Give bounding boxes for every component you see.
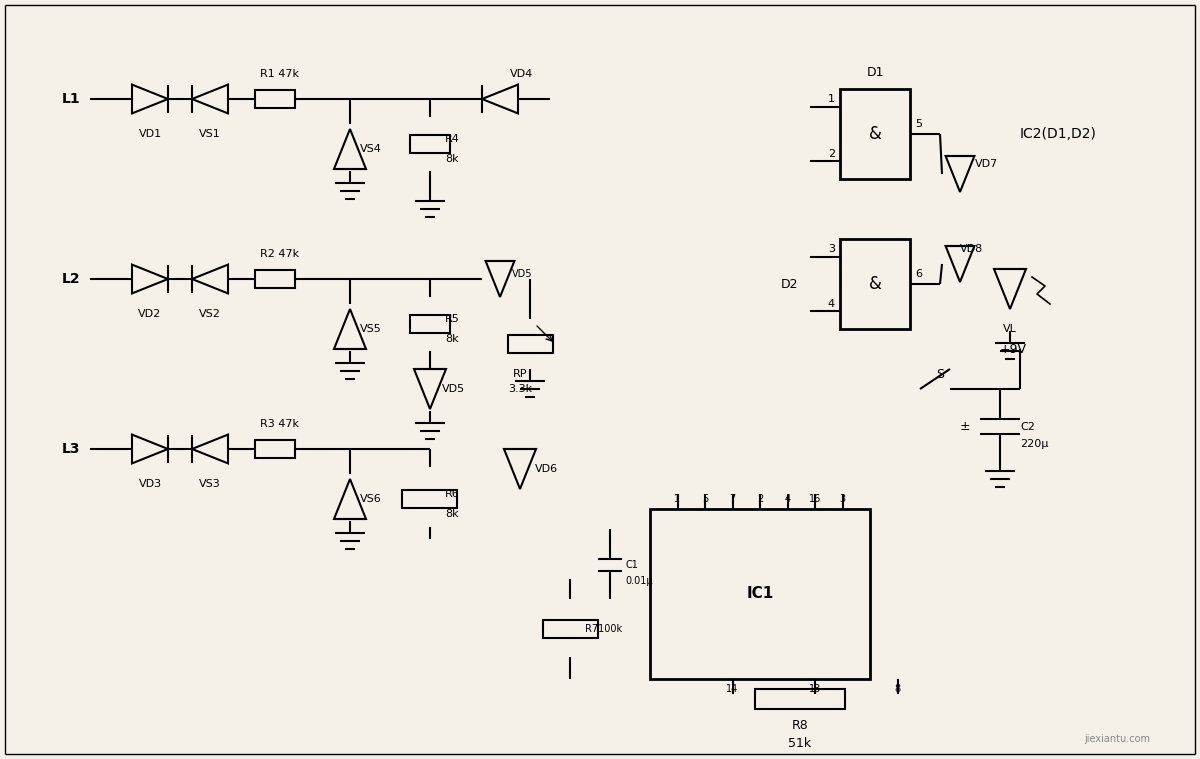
Bar bbox=[254, 270, 295, 288]
Text: 8: 8 bbox=[894, 684, 900, 694]
Text: VD8: VD8 bbox=[960, 244, 983, 254]
Text: R3 47k: R3 47k bbox=[260, 419, 300, 429]
Text: VD5: VD5 bbox=[442, 384, 466, 394]
Text: ±: ± bbox=[960, 420, 971, 433]
Text: VD2: VD2 bbox=[138, 309, 162, 319]
Text: 5: 5 bbox=[702, 494, 708, 504]
Text: 1: 1 bbox=[674, 494, 680, 504]
Text: 7: 7 bbox=[730, 494, 736, 504]
Text: VS4: VS4 bbox=[360, 144, 382, 154]
Text: R7100k: R7100k bbox=[586, 624, 622, 634]
Text: VS1: VS1 bbox=[199, 129, 221, 139]
Text: VD5: VD5 bbox=[512, 269, 533, 279]
Text: S: S bbox=[936, 367, 944, 380]
Text: VS5: VS5 bbox=[360, 324, 382, 334]
Text: 14: 14 bbox=[726, 684, 739, 694]
Text: VD6: VD6 bbox=[535, 464, 558, 474]
Text: R1 47k: R1 47k bbox=[260, 69, 300, 79]
Text: VS3: VS3 bbox=[199, 479, 221, 489]
Text: 8k: 8k bbox=[445, 154, 458, 164]
Text: RP: RP bbox=[512, 369, 527, 379]
Text: L3: L3 bbox=[61, 442, 80, 456]
Bar bbox=[410, 315, 450, 333]
Text: 2: 2 bbox=[757, 494, 763, 504]
Text: IC2(D1,D2): IC2(D1,D2) bbox=[1020, 127, 1097, 141]
Text: 0.01μ: 0.01μ bbox=[625, 576, 653, 586]
Text: R5: R5 bbox=[445, 314, 460, 324]
Text: 8k: 8k bbox=[445, 509, 458, 519]
Bar bbox=[650, 509, 870, 679]
Text: 8k: 8k bbox=[445, 334, 458, 344]
Text: 4: 4 bbox=[828, 299, 835, 309]
Text: +9V: +9V bbox=[1000, 342, 1027, 355]
Text: 2: 2 bbox=[828, 149, 835, 159]
Text: D1: D1 bbox=[866, 66, 883, 79]
Text: L2: L2 bbox=[61, 272, 80, 286]
Text: 3: 3 bbox=[828, 244, 835, 254]
Bar bbox=[840, 239, 910, 329]
Text: C1: C1 bbox=[625, 560, 638, 570]
Text: 220μ: 220μ bbox=[1020, 439, 1049, 449]
Bar bbox=[402, 490, 457, 508]
Text: 51k: 51k bbox=[788, 737, 811, 750]
Text: 6: 6 bbox=[916, 269, 922, 279]
Text: VD3: VD3 bbox=[138, 479, 162, 489]
Text: 3.3k: 3.3k bbox=[508, 384, 532, 394]
Text: 5: 5 bbox=[916, 119, 922, 129]
Text: 3: 3 bbox=[840, 494, 846, 504]
Text: VS2: VS2 bbox=[199, 309, 221, 319]
Bar bbox=[254, 440, 295, 458]
Text: 1: 1 bbox=[828, 94, 835, 104]
Bar bbox=[254, 90, 295, 108]
Bar bbox=[755, 689, 845, 709]
Text: D2: D2 bbox=[781, 278, 799, 291]
Text: 16: 16 bbox=[809, 494, 821, 504]
Bar bbox=[508, 335, 552, 353]
Text: R4: R4 bbox=[445, 134, 460, 144]
Text: &: & bbox=[869, 275, 882, 293]
Text: R6: R6 bbox=[445, 489, 460, 499]
Text: VD7: VD7 bbox=[974, 159, 998, 169]
Text: IC1: IC1 bbox=[746, 587, 774, 601]
Text: VL: VL bbox=[1003, 324, 1016, 334]
Bar bbox=[410, 135, 450, 153]
Text: 13: 13 bbox=[809, 684, 821, 694]
Text: L1: L1 bbox=[61, 92, 80, 106]
Text: C2: C2 bbox=[1020, 422, 1034, 432]
Text: &: & bbox=[869, 125, 882, 143]
Text: VS6: VS6 bbox=[360, 494, 382, 504]
Text: R2 47k: R2 47k bbox=[260, 249, 300, 259]
Bar bbox=[542, 620, 598, 638]
Bar bbox=[840, 89, 910, 179]
Text: 4: 4 bbox=[785, 494, 791, 504]
Text: VD4: VD4 bbox=[510, 69, 533, 79]
Text: jiexiantu.com: jiexiantu.com bbox=[1084, 734, 1150, 744]
Text: R8: R8 bbox=[792, 719, 809, 732]
Text: VD1: VD1 bbox=[138, 129, 162, 139]
